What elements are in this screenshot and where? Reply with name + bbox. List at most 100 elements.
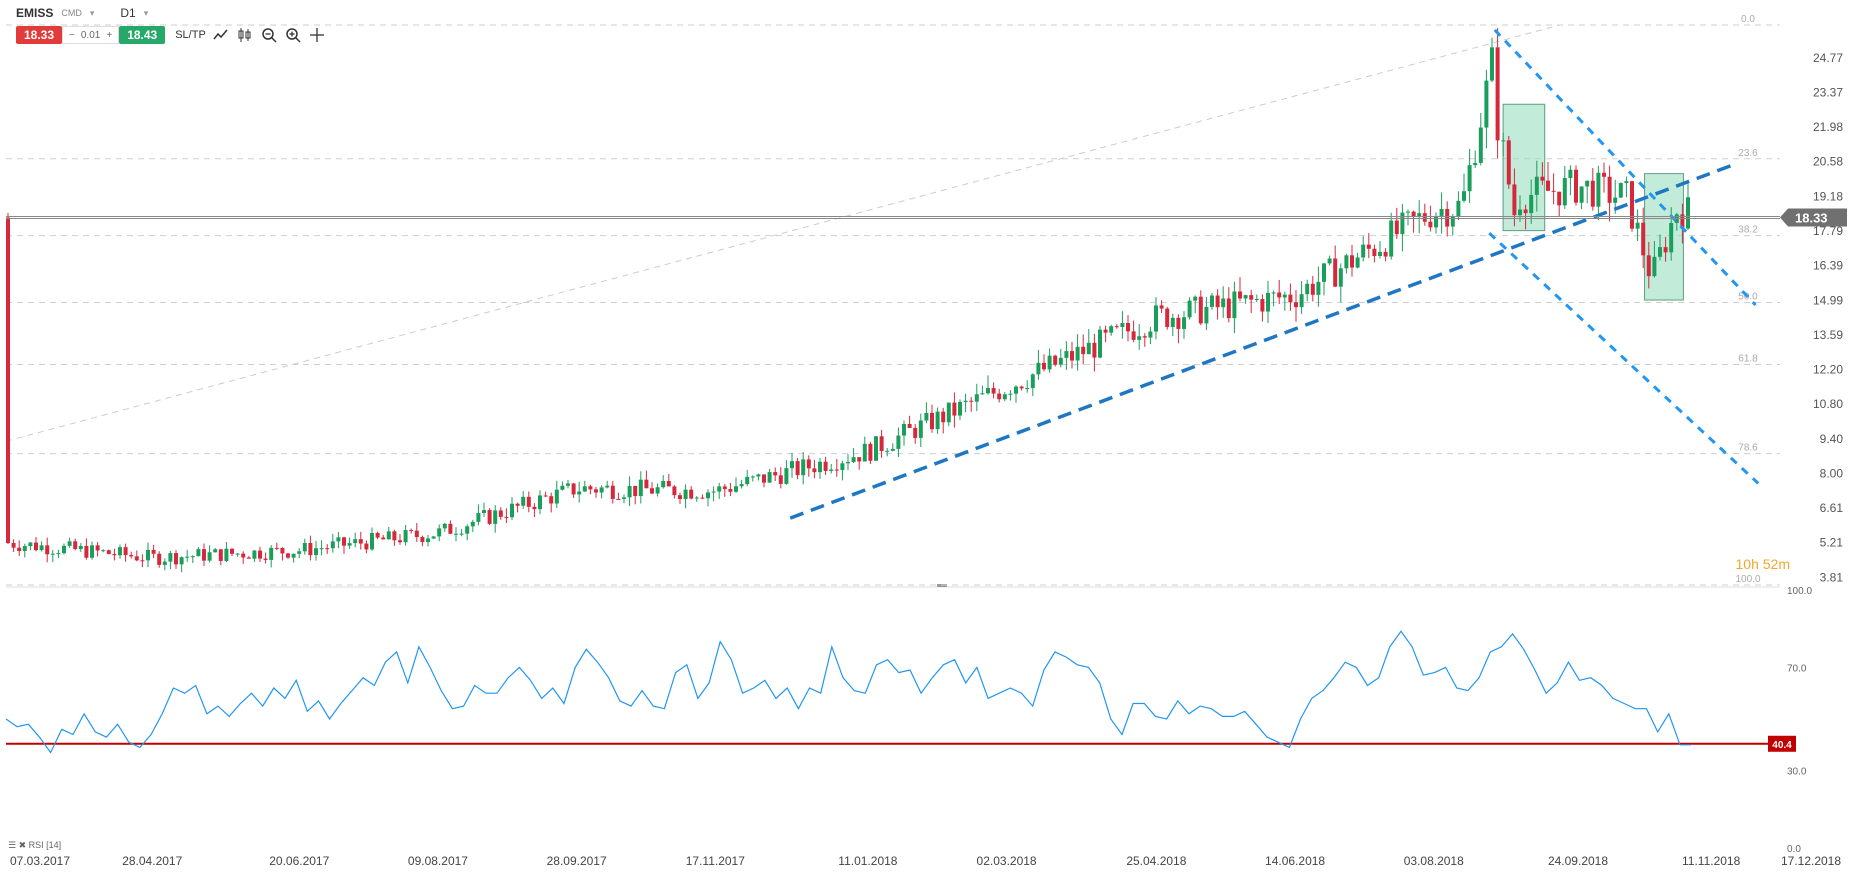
candle-body — [1646, 255, 1651, 277]
crosshair-icon[interactable] — [308, 26, 326, 44]
candle-body — [666, 481, 671, 487]
candle-body — [1142, 336, 1147, 338]
candle-body — [174, 553, 178, 565]
fib-level-label: 38.2 — [1738, 225, 1758, 236]
price-tick-label: 5.21 — [1820, 536, 1844, 550]
buy-button[interactable]: 18.43 — [119, 26, 166, 44]
price-tick-label: 3.81 — [1820, 570, 1844, 584]
candle-body — [1355, 257, 1360, 268]
time-tick-label: 14.06.2018 — [1265, 854, 1325, 868]
candle-body — [1243, 295, 1248, 299]
candle-body — [560, 485, 565, 490]
candle-body — [1506, 140, 1511, 185]
candle-body — [370, 532, 374, 550]
candle-body — [1249, 295, 1254, 300]
fibonacci-levels: 0.0 23.6 38.2 50.0 61.8 78.6 100.0 — [5, 14, 1780, 586]
candle-body — [941, 411, 946, 423]
close-icon[interactable]: ✖ — [18, 840, 27, 850]
candle-body — [689, 489, 694, 499]
candle-body — [1590, 180, 1595, 207]
candle-body — [790, 461, 794, 469]
chevron-down-icon[interactable]: ▾ — [143, 7, 149, 18]
candle-body — [1512, 184, 1517, 216]
fib-level-label: 100.0 — [1735, 574, 1760, 585]
zoom-out-icon[interactable] — [260, 26, 278, 44]
settings-icon[interactable]: ☰ — [8, 840, 17, 850]
candle-body — [868, 443, 873, 461]
candle-body — [263, 558, 268, 560]
candle-body — [1613, 197, 1618, 203]
candle-body — [1170, 317, 1175, 328]
candle-body — [482, 510, 486, 513]
candle-body — [437, 528, 442, 537]
candle-body — [151, 549, 156, 554]
candle-body — [1574, 169, 1578, 203]
candle-body — [1434, 215, 1438, 228]
candle-body — [1428, 221, 1433, 228]
sell-button[interactable]: 18.33 — [16, 26, 63, 44]
candle-body — [73, 541, 78, 550]
candle-body — [1422, 213, 1427, 222]
candle-body — [140, 560, 145, 562]
candle-body — [879, 436, 884, 451]
candle-body — [823, 461, 828, 471]
price-tick-label: 20.58 — [1813, 155, 1843, 169]
rsi-tick-label: 0.0 — [1787, 844, 1801, 855]
zoom-in-icon[interactable] — [284, 26, 302, 44]
candle-body — [1187, 300, 1192, 318]
fib-level-label: 23.6 — [1738, 148, 1758, 159]
candle-body — [280, 547, 285, 554]
spread-minus-button[interactable]: − — [69, 29, 75, 41]
candle-body — [991, 388, 996, 394]
candle-body — [521, 496, 526, 506]
candle-body — [672, 486, 677, 496]
candle-body — [599, 487, 604, 493]
candle-body — [974, 394, 979, 402]
candle-body — [230, 548, 234, 554]
candle-body — [90, 545, 94, 558]
candle-body — [1641, 222, 1646, 256]
candle-body — [1260, 299, 1265, 312]
symbol-name[interactable]: EMISS — [16, 6, 54, 20]
candle-body — [358, 539, 363, 544]
candle-body — [627, 485, 632, 498]
candle-body — [498, 510, 503, 517]
candle-body — [700, 497, 705, 499]
candle-body — [1389, 220, 1394, 257]
candle-body — [1221, 298, 1226, 308]
candle-body — [1226, 298, 1231, 319]
candle-body — [644, 479, 649, 489]
time-tick-label: 24.09.2018 — [1548, 854, 1608, 868]
candle-body — [213, 549, 218, 553]
candle-countdown-timer: 10h 52m — [1736, 556, 1790, 572]
candle-body — [1238, 291, 1242, 299]
line-chart-icon[interactable] — [212, 26, 230, 44]
candles-icon[interactable] — [236, 26, 254, 44]
candle-body — [11, 543, 16, 548]
time-axis: 07.03.2017 28.04.2017 20.06.2017 09.08.2017… — [10, 854, 1841, 868]
candle-body — [414, 530, 419, 538]
candle-body — [1406, 211, 1410, 213]
timeframe-selector[interactable]: D1 — [120, 6, 136, 20]
chevron-down-icon[interactable]: ▾ — [89, 7, 95, 18]
candle-body — [6, 217, 10, 544]
drawn-trendlines — [789, 28, 1760, 520]
candle-body — [902, 424, 906, 436]
candle-body — [913, 427, 918, 438]
channel-lower-line — [1488, 232, 1760, 485]
candle-body — [857, 457, 862, 462]
spread-plus-button[interactable]: + — [106, 29, 113, 41]
candle-body — [750, 476, 755, 478]
candle-body — [1002, 394, 1007, 400]
candle-body — [308, 543, 313, 556]
candle-body — [515, 503, 520, 506]
rsi-indicator-label[interactable]: ☰ ✖ RSI [14] — [8, 840, 61, 851]
candle-body — [1154, 305, 1158, 332]
candle-body — [286, 553, 290, 558]
candle-body — [1058, 357, 1063, 365]
candle-body — [1338, 268, 1343, 287]
candle-body — [1467, 165, 1472, 192]
candle-body — [67, 541, 72, 546]
sltp-button[interactable]: SL/TP — [175, 29, 206, 41]
